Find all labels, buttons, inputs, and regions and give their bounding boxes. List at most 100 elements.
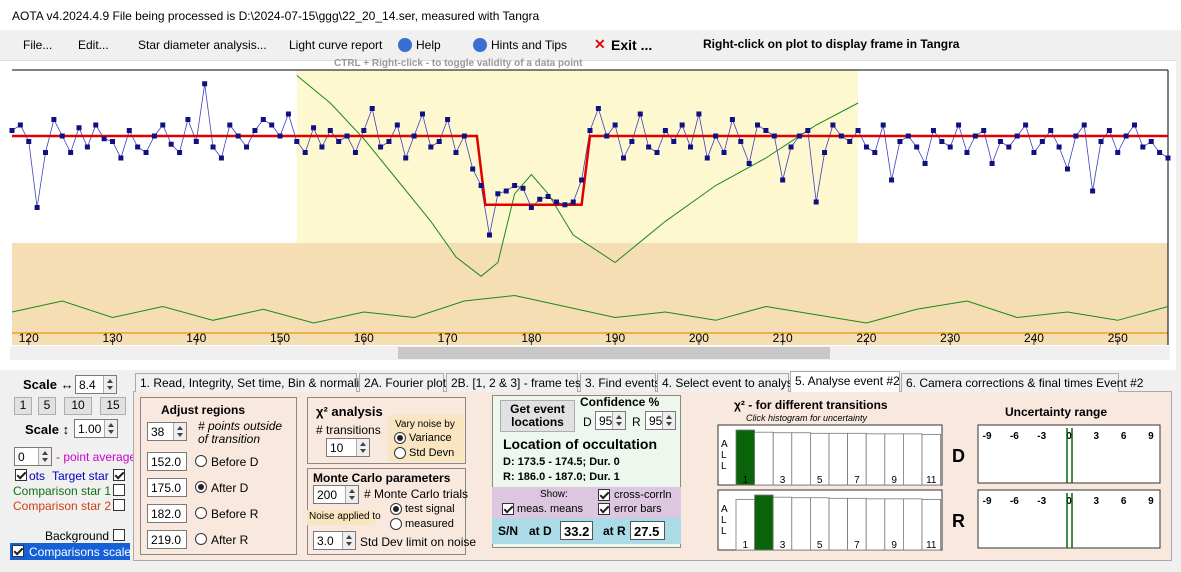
data-point bbox=[319, 144, 325, 150]
data-point bbox=[629, 139, 635, 144]
checkbox[interactable] bbox=[598, 489, 610, 501]
tab[interactable]: 2B. [1, 2 & 3] - frame test bbox=[446, 373, 584, 392]
data-point bbox=[1031, 150, 1037, 155]
menu-item[interactable]: File... bbox=[23, 38, 53, 52]
data-point bbox=[637, 111, 643, 117]
r-label: R bbox=[632, 415, 641, 429]
data-point bbox=[352, 150, 358, 155]
x-tick-label: 120 bbox=[19, 331, 39, 345]
tab[interactable]: 2A. Fourier plot bbox=[359, 373, 446, 392]
menu-item[interactable]: Light curve report bbox=[289, 38, 383, 52]
region-input[interactable]: 219.0 bbox=[147, 530, 187, 549]
radio[interactable] bbox=[195, 455, 207, 467]
checkbox[interactable] bbox=[15, 469, 27, 481]
checkbox[interactable] bbox=[113, 499, 125, 511]
data-point bbox=[436, 139, 442, 144]
data-point bbox=[361, 128, 367, 133]
title-bar bbox=[0, 0, 1181, 30]
data-point bbox=[1148, 139, 1154, 144]
data-point bbox=[763, 128, 769, 133]
target-label: Target star bbox=[52, 469, 109, 483]
light-curve-plot[interactable]: CTRL + Right-click - to toggle validity … bbox=[0, 0, 1181, 365]
tab[interactable]: 3. Find events bbox=[580, 373, 660, 392]
tab[interactable]: 6. Camera corrections & final times Even… bbox=[901, 373, 1143, 392]
checkbox[interactable] bbox=[113, 484, 125, 496]
region-input[interactable]: 152.0 bbox=[147, 452, 187, 471]
points-label: # points outside of transition bbox=[198, 419, 283, 446]
data-point bbox=[486, 232, 492, 238]
average-select[interactable]: 0 bbox=[14, 447, 52, 466]
data-point bbox=[252, 128, 258, 133]
scale-h-label: Scale ↔ bbox=[23, 377, 74, 392]
menu-item[interactable]: Exit ... bbox=[611, 37, 653, 53]
exit-icon: ✕ bbox=[594, 36, 606, 52]
data-point bbox=[428, 144, 434, 150]
radio[interactable] bbox=[394, 432, 406, 444]
data-point bbox=[160, 122, 166, 128]
data-point bbox=[889, 177, 895, 183]
menu-item[interactable]: Star diameter analysis... bbox=[138, 38, 267, 52]
x-tick-label: 190 bbox=[605, 331, 625, 345]
radio[interactable] bbox=[195, 481, 207, 493]
data-point bbox=[218, 155, 224, 161]
scroll-thumb bbox=[398, 347, 830, 359]
active-tab[interactable]: 5. Analyse event #2 bbox=[790, 371, 900, 392]
scale-button[interactable]: 10 bbox=[64, 397, 92, 415]
limit-input[interactable]: 3.0 bbox=[313, 531, 356, 550]
radio[interactable] bbox=[390, 518, 402, 530]
points-input[interactable]: 38 bbox=[147, 422, 187, 441]
vary-label: Vary noise by bbox=[395, 419, 455, 430]
trials-input[interactable]: 200 bbox=[313, 485, 359, 504]
get-event-button[interactable]: Get event locations bbox=[500, 400, 575, 432]
menu-item[interactable]: Edit... bbox=[78, 38, 109, 52]
data-point bbox=[369, 106, 375, 111]
data-point bbox=[311, 125, 317, 131]
data-point bbox=[185, 117, 191, 122]
comp1-label: Comparison star 1 bbox=[13, 484, 112, 498]
data-point bbox=[528, 205, 534, 210]
histogram-title: χ² - for different transitions bbox=[734, 398, 888, 412]
region-label: Before D bbox=[211, 455, 259, 469]
data-point bbox=[1056, 144, 1062, 150]
checkbox[interactable] bbox=[502, 503, 514, 515]
data-point bbox=[461, 133, 467, 139]
data-point bbox=[285, 111, 291, 117]
x-tick-label: 140 bbox=[186, 331, 206, 345]
region-label: Before R bbox=[211, 507, 259, 521]
transitions-input[interactable]: 10 bbox=[326, 438, 370, 457]
d-confidence[interactable]: 95 bbox=[595, 411, 626, 430]
scale-h-input[interactable]: 8.4 bbox=[75, 375, 117, 394]
scale-button[interactable]: 5 bbox=[38, 397, 56, 415]
x-tick-label: 230 bbox=[940, 331, 960, 345]
x-tick-label: 250 bbox=[1108, 331, 1128, 345]
comparison-line bbox=[11, 294, 1169, 324]
scale-v-input[interactable]: 1.00 bbox=[74, 419, 118, 438]
radio[interactable] bbox=[195, 507, 207, 519]
data-point bbox=[1048, 128, 1054, 133]
confidence-label: Confidence % bbox=[580, 395, 660, 409]
scale-button[interactable]: 1 bbox=[14, 397, 32, 415]
data-point bbox=[545, 194, 551, 199]
tab[interactable]: 1. Read, Integrity, Set time, Bin & norm… bbox=[135, 373, 372, 392]
data-point bbox=[855, 128, 861, 133]
trials-label: # Monte Carlo trials bbox=[364, 487, 469, 501]
radio[interactable] bbox=[195, 533, 207, 545]
data-point bbox=[914, 144, 920, 150]
region-input[interactable]: 182.0 bbox=[147, 504, 187, 523]
r-confidence[interactable]: 95 bbox=[645, 411, 676, 430]
radio[interactable] bbox=[394, 447, 406, 459]
data-point bbox=[84, 144, 90, 150]
checkbox[interactable] bbox=[12, 545, 24, 557]
checkbox[interactable] bbox=[113, 469, 125, 481]
menu-item[interactable]: Help bbox=[416, 38, 441, 52]
region-input[interactable]: 175.0 bbox=[147, 478, 187, 497]
data-point bbox=[1115, 150, 1121, 155]
data-point bbox=[579, 177, 585, 183]
checkbox[interactable] bbox=[113, 529, 125, 541]
radio[interactable] bbox=[390, 503, 402, 515]
checkbox[interactable] bbox=[598, 503, 610, 515]
data-point bbox=[880, 122, 886, 128]
scale-button[interactable]: 15 bbox=[100, 397, 126, 415]
tab[interactable]: 4. Select event to analyse bbox=[657, 373, 799, 392]
menu-item[interactable]: Hints and Tips bbox=[491, 38, 568, 52]
